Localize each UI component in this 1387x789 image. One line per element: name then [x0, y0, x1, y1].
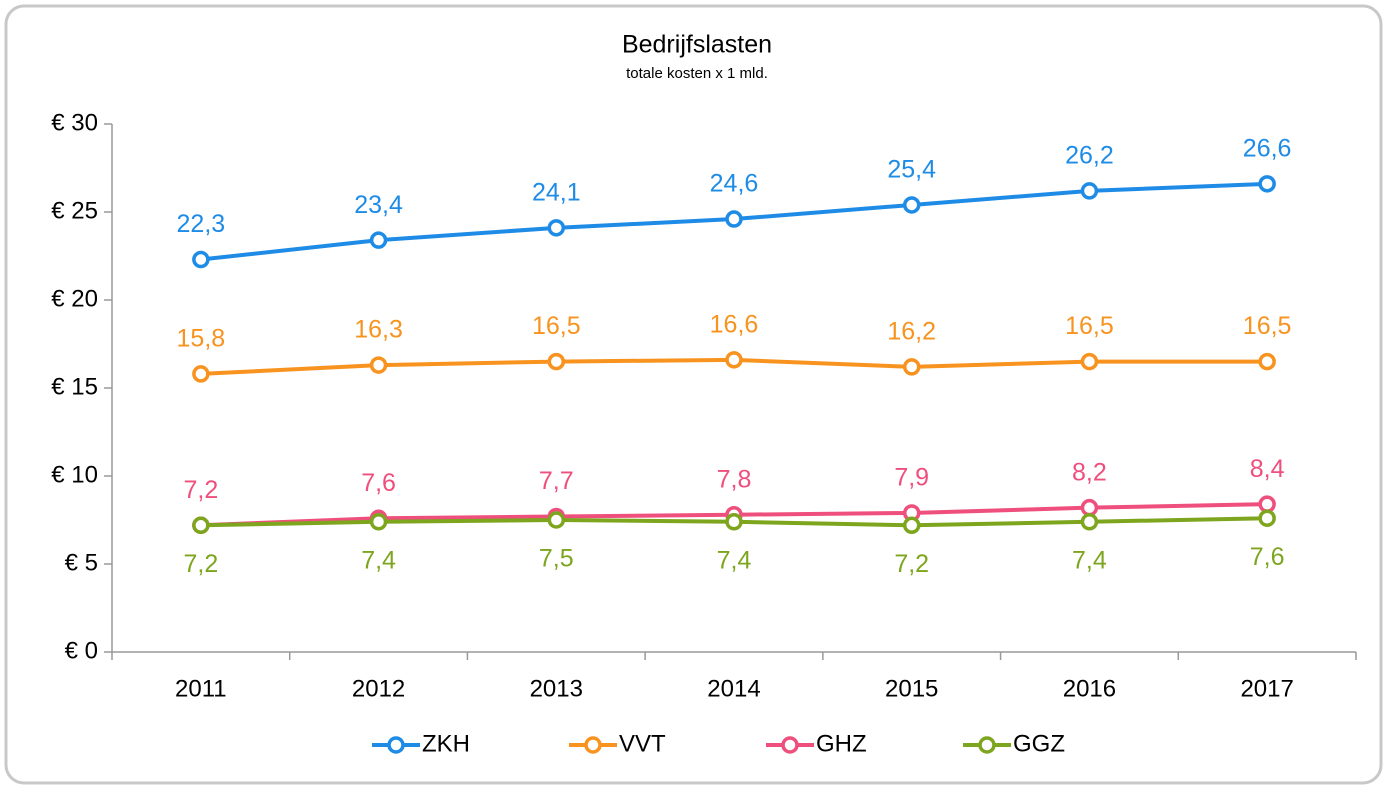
- y-tick-label: € 25: [51, 197, 98, 224]
- marker: [192, 250, 210, 269]
- x-tick-label: 2014: [707, 675, 760, 702]
- data-label: 16,5: [1065, 312, 1114, 340]
- data-label: 23,4: [354, 191, 403, 219]
- x-tick-label: 2015: [885, 675, 938, 702]
- data-label: 16,3: [354, 316, 403, 344]
- y-tick-label: € 0: [65, 637, 98, 664]
- data-label: 7,6: [361, 469, 396, 497]
- data-label: 7,6: [1250, 543, 1285, 571]
- marker: [547, 511, 566, 529]
- x-tick-label: 2016: [1063, 675, 1116, 702]
- data-label: 16,6: [710, 310, 759, 338]
- y-tick-label: € 5: [65, 549, 98, 576]
- y-tick-label: € 30: [51, 109, 98, 136]
- marker: [369, 356, 388, 374]
- legend-marker: [584, 736, 602, 754]
- marker: [192, 365, 210, 383]
- data-label: 7,4: [361, 546, 396, 574]
- marker: [192, 516, 210, 535]
- marker: [1080, 498, 1099, 517]
- chart-subtitle: totale kosten x 1 mld.: [626, 65, 768, 82]
- marker: [1258, 509, 1276, 527]
- marker: [902, 196, 921, 214]
- data-label: 7,4: [1072, 546, 1107, 574]
- marker: [1258, 352, 1276, 371]
- marker: [1258, 495, 1276, 513]
- data-label: 22,3: [177, 210, 226, 238]
- data-label: 16,5: [1243, 312, 1292, 340]
- data-label: 24,6: [710, 170, 759, 198]
- legend-label: ZKH: [422, 730, 470, 757]
- x-tick-label: 2017: [1240, 675, 1293, 702]
- data-label: 7,9: [894, 464, 929, 492]
- marker: [369, 513, 388, 531]
- data-label: 7,7: [539, 467, 574, 495]
- data-label: 7,2: [183, 476, 218, 504]
- marker: [1080, 352, 1099, 371]
- marker: [1258, 175, 1276, 193]
- data-label: 7,5: [539, 545, 574, 573]
- chart-title: Bedrijfslasten: [622, 31, 772, 59]
- legend-marker: [978, 736, 996, 754]
- marker: [725, 351, 743, 369]
- x-tick-label: 2011: [175, 675, 227, 702]
- legend-marker: [387, 736, 405, 754]
- marker: [1080, 513, 1099, 531]
- marker: [547, 352, 566, 371]
- chart-frame: [4, 4, 1383, 785]
- legend-label: GHZ: [816, 730, 867, 757]
- data-label: 26,2: [1065, 141, 1114, 169]
- legend-label: VVT: [619, 730, 666, 757]
- marker: [902, 358, 921, 376]
- y-tick-label: € 20: [51, 285, 98, 312]
- y-tick-label: € 10: [51, 461, 98, 488]
- marker: [725, 210, 743, 228]
- data-label: 25,4: [887, 156, 936, 184]
- y-tick-label: € 15: [51, 373, 98, 400]
- marker: [369, 231, 388, 249]
- marker: [1080, 182, 1099, 200]
- marker: [725, 513, 743, 531]
- data-label: 7,2: [183, 550, 218, 578]
- marker: [902, 516, 921, 535]
- x-tick-label: 2013: [530, 675, 583, 702]
- data-label: 8,4: [1250, 455, 1285, 483]
- data-label: 7,2: [894, 550, 929, 578]
- marker: [547, 219, 566, 237]
- data-label: 15,8: [177, 325, 226, 353]
- data-label: 16,5: [532, 312, 581, 340]
- data-label: 26,6: [1243, 134, 1292, 162]
- data-label: 24,1: [532, 178, 581, 206]
- data-label: 16,2: [887, 317, 936, 345]
- data-label: 7,8: [717, 465, 752, 493]
- legend-label: GGZ: [1013, 730, 1065, 757]
- x-tick-label: 2012: [352, 675, 405, 702]
- legend-marker: [781, 736, 799, 754]
- data-label: 7,4: [717, 546, 752, 574]
- data-label: 8,2: [1072, 458, 1107, 486]
